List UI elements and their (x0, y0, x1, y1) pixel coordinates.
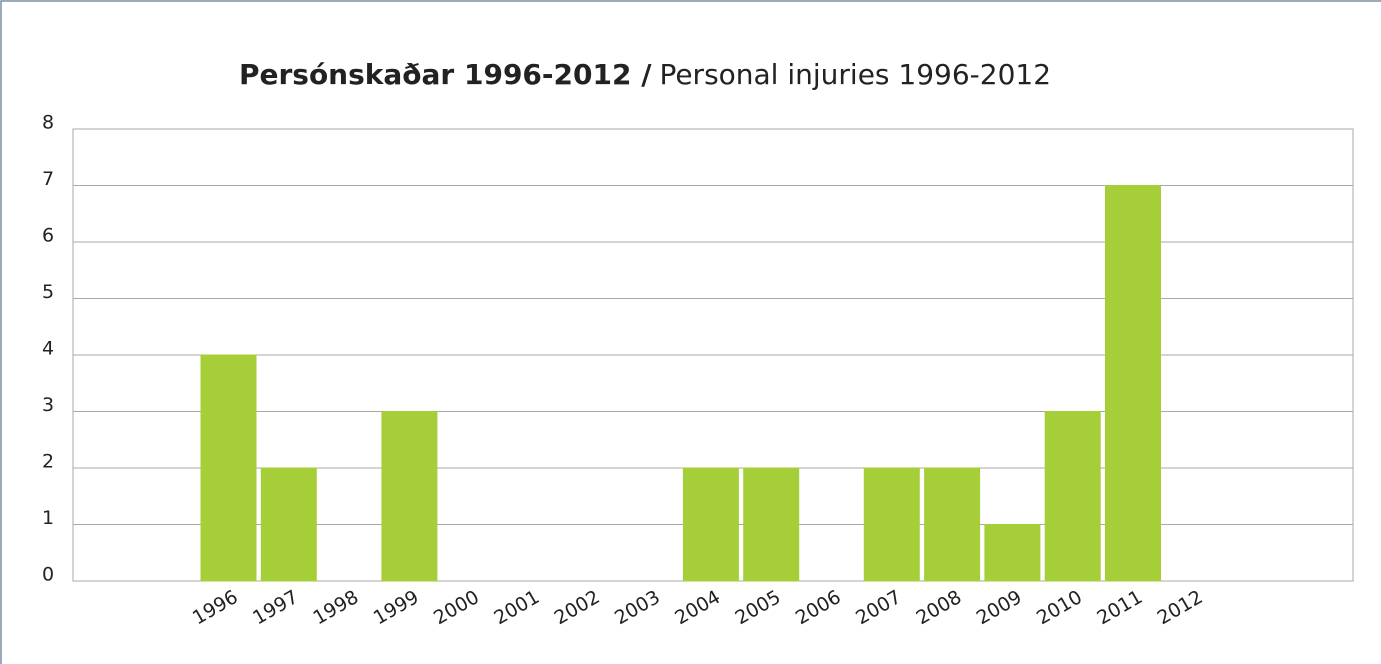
x-tick-label: 2005 (732, 586, 785, 629)
y-tick-label: 2 (42, 451, 54, 473)
x-tick-label: 2008 (912, 586, 965, 629)
bar (863, 467, 920, 582)
x-tick-label: 2012 (1154, 586, 1207, 629)
x-tick-label: 2006 (792, 586, 845, 629)
y-tick-label: 7 (42, 168, 54, 190)
y-tick-label: 5 (42, 281, 54, 303)
bar (260, 467, 317, 582)
bar (984, 524, 1041, 582)
y-tick-label: 6 (42, 225, 54, 247)
bar (1044, 411, 1101, 582)
x-tick-label: 1997 (249, 586, 302, 629)
x-tick-label: 1996 (189, 586, 242, 629)
x-tick-label: 2000 (430, 586, 483, 629)
x-tick-label: 1999 (370, 586, 423, 629)
bar (381, 411, 438, 582)
x-tick-label: 2007 (852, 586, 905, 629)
y-tick-label: 3 (42, 394, 54, 416)
bar (1105, 185, 1161, 582)
chart-title: Persónskaðar 1996-2012 /Personal injurie… (239, 58, 1051, 91)
x-tick-label: 2003 (611, 586, 664, 629)
title-is: Persónskaðar 1996-2012 / (239, 58, 652, 91)
title-en: Personal injuries 1996-2012 (659, 58, 1051, 91)
y-tick-label: 8 (42, 112, 54, 134)
y-tick-label: 4 (42, 338, 54, 360)
y-tick-label: 0 (42, 564, 54, 586)
x-tick-label: 2009 (973, 586, 1026, 629)
x-tick-label: 2010 (1033, 586, 1086, 629)
x-tick-label: 2001 (490, 586, 543, 629)
y-tick-label: 1 (42, 507, 54, 529)
bar (924, 467, 981, 582)
x-tick-label: 2002 (551, 586, 604, 629)
x-tick-label: 2011 (1093, 586, 1146, 629)
bar (200, 354, 257, 582)
bar (682, 467, 739, 582)
x-tick-label: 2004 (671, 586, 724, 629)
bar (743, 467, 800, 582)
x-tick-label: 1998 (309, 586, 362, 629)
